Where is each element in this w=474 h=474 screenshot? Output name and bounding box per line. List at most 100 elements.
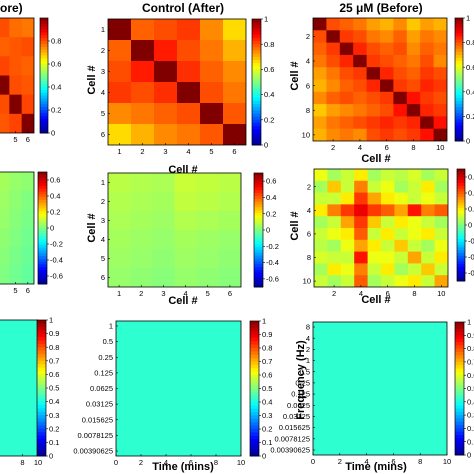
- panel-c-cell: [339, 18, 354, 31]
- panel-i-colorbar-step: [455, 341, 464, 346]
- panel-g-colorbar-step: [37, 343, 46, 348]
- panel-d-cell: [21, 246, 34, 266]
- panel-i-xlabel: Time (mins): [345, 461, 407, 473]
- panel-b-colorbar-step: [252, 44, 261, 48]
- panel-c-colorbar-step: [455, 113, 463, 117]
- panel-a-colorbar-step: [40, 87, 48, 91]
- panel-f-cells: [314, 169, 448, 287]
- panel-d-colorbar-step: [38, 275, 47, 279]
- panel-c-cell: [353, 104, 367, 117]
- panel-i-colorbar-step: [455, 405, 464, 409]
- panel-c-cell: [339, 30, 354, 43]
- panel-f-cell: [421, 263, 435, 276]
- panel-f-x-tick-label: 8: [412, 289, 416, 298]
- panel-a-colorbar-tick-label: 0.2: [51, 106, 61, 115]
- panel-f-cell: [327, 228, 342, 241]
- panel-f-colorbar-tick-label: 0.2: [468, 205, 474, 214]
- panel-d-colorbar-step: [38, 267, 47, 271]
- panel-g-colorbar-step: [37, 428, 46, 433]
- panel-i-y-tick-label: 0.03125: [283, 412, 310, 421]
- panel-f-cell: [407, 169, 422, 182]
- panel-c-colorbar-step: [455, 137, 463, 142]
- panel-i-colorbar-step: [455, 451, 464, 456]
- panel-d-cell: [0, 172, 10, 192]
- panel-b-colorbar-step: [252, 25, 261, 29]
- panel-h-y-tick-label: 1: [109, 322, 113, 331]
- panel-b-cell: [131, 19, 155, 41]
- panel-a-colorbar-step: [40, 98, 48, 102]
- panel-e-cell: [218, 230, 241, 250]
- panel-f-colorbar-step: [457, 211, 465, 215]
- panel-b-y-tick-label: 3: [101, 67, 105, 76]
- panel-h-colorbar-step: [250, 364, 259, 369]
- panel-c-cell: [366, 128, 381, 141]
- panel-e-colorbar-tick-label: 0: [266, 226, 270, 235]
- panel-b-colorbar-step: [252, 31, 261, 36]
- panel-h-colorbar-step: [250, 361, 259, 366]
- panel-e-colorbar-tick-label: -0.4: [266, 258, 279, 267]
- panel-b-cell: [223, 103, 246, 125]
- panel-f-cell: [434, 251, 448, 264]
- panel-i-y-tick-label: 0.0625: [287, 401, 310, 410]
- panel-h-y-tick-label: 0.00390625: [73, 447, 113, 456]
- panel-f-cell: [381, 263, 395, 276]
- panel-e-cell: [130, 268, 153, 287]
- panel-b-cell: [200, 19, 224, 41]
- panel-h-colorbar-step: [250, 412, 259, 416]
- panel-f-colorbar-tick-label: -0.6: [468, 269, 474, 278]
- panel-h-colorbar-step: [250, 388, 259, 393]
- panel-c-cell: [339, 79, 354, 93]
- panel-b-cell: [131, 82, 155, 104]
- panel-f-colorbar-tick-label: 0.6: [468, 173, 474, 182]
- panel-e-colorbar-tick-label: 0.6: [266, 177, 276, 186]
- panel-c-frame: [312, 17, 448, 142]
- panel-d-colorbar-step: [38, 197, 47, 201]
- panel-f-cell: [381, 169, 395, 182]
- panel-f-cell: [314, 239, 328, 252]
- panel-d-cell: [9, 190, 23, 210]
- panel-b-colorbar-step: [252, 41, 261, 45]
- panel-b-x-tick-label: 2: [140, 147, 144, 156]
- panel-e-y-tick-label: 1: [101, 178, 105, 187]
- panel-e-cell: [152, 249, 175, 269]
- panel-a-colorbar-step: [40, 43, 48, 48]
- panel-d-cell: [0, 190, 10, 210]
- panel-i-ylabel: Frequency (Hz): [295, 340, 307, 420]
- panel-c-cell: [313, 128, 327, 141]
- panel-h-colorbar-step: [250, 402, 259, 406]
- panel-f-cell: [367, 263, 382, 276]
- panel-c-cell: [380, 104, 394, 117]
- panel-c-x-tick-label: 8: [411, 143, 415, 152]
- panel-f-cell: [340, 192, 355, 205]
- panel-h-colorbar-step: [250, 354, 259, 359]
- panel-f-colorbar-step: [457, 169, 465, 173]
- panel-h-colorbar-step: [250, 385, 259, 389]
- panel-f-cell: [354, 192, 368, 205]
- panel-e-colorbar-step: [254, 195, 263, 200]
- panel-i-y-tick-label: 0.25: [295, 379, 310, 388]
- panel-a-colorbar-step: [40, 38, 48, 42]
- panel-b-y-tick-label: 4: [101, 88, 105, 97]
- panel-b-colorbar-step: [252, 113, 261, 118]
- panel-f-colorbar-step: [457, 205, 465, 209]
- panel-a-colorbar-step: [40, 89, 48, 94]
- panel-i-background: [313, 322, 447, 455]
- panel-f-cell: [421, 239, 435, 252]
- panel-h-colorbar-step: [250, 368, 259, 373]
- panel-h-colorbar-step: [250, 341, 259, 346]
- panel-f-colorbar-step: [457, 275, 465, 279]
- panel-h-xlabel: Time (mins): [152, 461, 214, 473]
- panel-e-cell: [174, 268, 198, 287]
- panel-f-cell: [421, 169, 435, 182]
- panel-b-colorbar-step: [252, 91, 261, 96]
- panel-e-colorbar-step: [254, 227, 263, 231]
- panel-b-colorbar-step: [252, 63, 261, 67]
- panel-c-colorbar-step: [455, 54, 463, 59]
- panel-e-colorbar-step: [254, 184, 263, 188]
- panel-b-cell: [108, 40, 132, 62]
- panel-d-frame: [0, 171, 35, 285]
- panel-b-colorbar-step: [252, 116, 261, 121]
- panel-i-colorbar-step: [455, 441, 464, 446]
- panel-c-cell: [339, 104, 354, 117]
- panel-c-colorbar-step: [455, 85, 463, 90]
